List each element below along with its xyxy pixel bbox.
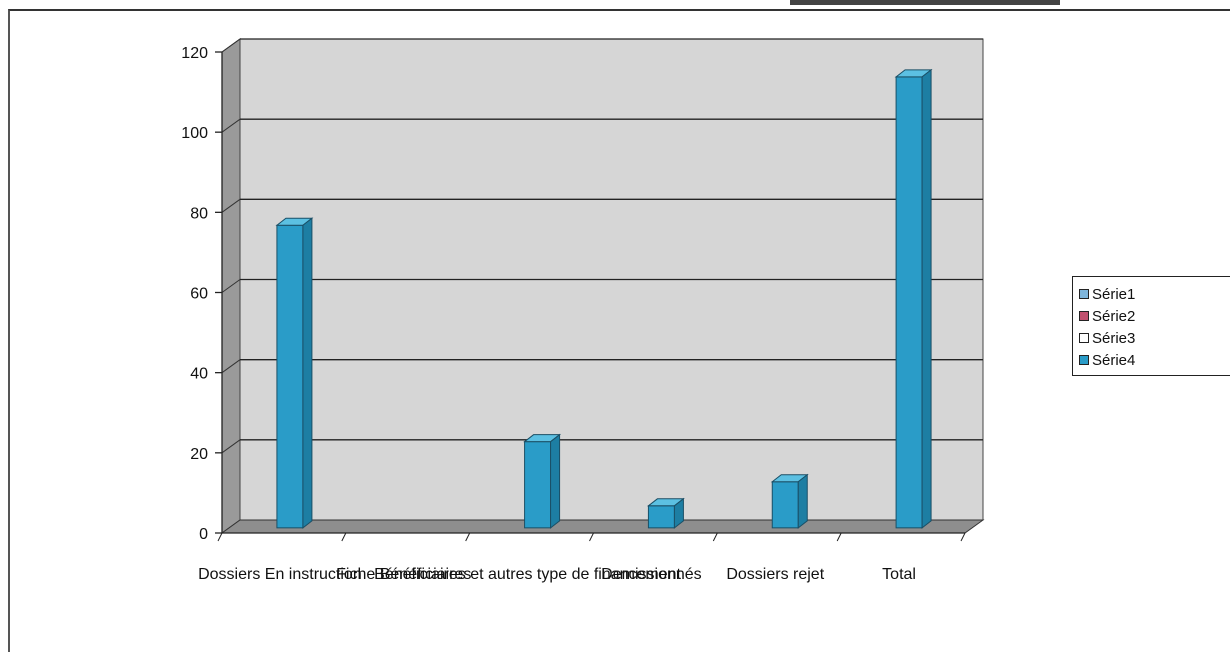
legend-item-serie1: Série1 (1079, 285, 1135, 305)
bar (276, 224, 304, 529)
bar-side (673, 497, 684, 529)
y-tick-label: 0 (199, 526, 208, 543)
x-category-label: Demissionnés (601, 566, 701, 583)
x-category-label: Bénéficiaires et autres type de financem… (374, 566, 681, 583)
y-tick-label: 60 (190, 286, 208, 303)
x-tick-mark (341, 532, 347, 542)
bar (647, 505, 675, 529)
bar (895, 76, 923, 529)
gridline-side (221, 359, 241, 374)
y-tick-label: 120 (181, 45, 208, 62)
legend-item-serie3: Série3 (1079, 329, 1135, 349)
legend-swatch-serie4 (1079, 355, 1089, 365)
bar-side (302, 217, 313, 529)
x-tick-mark (960, 532, 966, 542)
legend-item-serie4: Série4 (1079, 351, 1135, 371)
x-tick-mark (589, 532, 594, 542)
x-tick-mark (465, 532, 471, 542)
x-tick-mark (836, 532, 842, 542)
gridline-side (221, 279, 241, 293)
legend: Série1 Série2 Série3 Série4 (1072, 276, 1230, 376)
legend-label-serie3: Série3 (1092, 330, 1136, 347)
y-tick-label: 20 (190, 446, 208, 463)
legend-label-serie2: Série2 (1092, 308, 1136, 325)
legend-label-serie4: Série4 (1092, 352, 1136, 369)
gridline-side (221, 198, 241, 213)
y-tick-label: 40 (190, 366, 208, 383)
bars (275, 68, 933, 529)
bar-side (797, 473, 808, 529)
x-tick-mark (217, 532, 223, 542)
top-border-strip (790, 0, 1060, 5)
legend-item-serie2: Série2 (1079, 307, 1135, 327)
bar-side (550, 433, 561, 529)
gridlines (221, 38, 983, 454)
gridline-side (221, 118, 241, 133)
x-tick-mark (712, 532, 718, 542)
legend-swatch-serie1 (1079, 289, 1089, 299)
x-category-label: Dossiers rejet (726, 566, 824, 583)
legend-label-serie1: Série1 (1092, 286, 1136, 303)
x-category-label: Dossiers En instruction (198, 566, 362, 583)
x-category-label: Total (882, 566, 916, 583)
y-tick-label: 100 (181, 125, 208, 142)
gridline-side (221, 38, 241, 53)
x-category-label: Fiche Bénéficiaires (336, 566, 471, 583)
floor (220, 519, 985, 534)
chart-walls (220, 38, 985, 534)
y-tick-label: 80 (190, 205, 208, 222)
bar (771, 481, 799, 529)
gridline-side (221, 439, 241, 454)
bar-side (921, 68, 932, 529)
legend-swatch-serie3 (1079, 333, 1089, 343)
bar (524, 441, 552, 529)
legend-swatch-serie2 (1079, 311, 1089, 321)
